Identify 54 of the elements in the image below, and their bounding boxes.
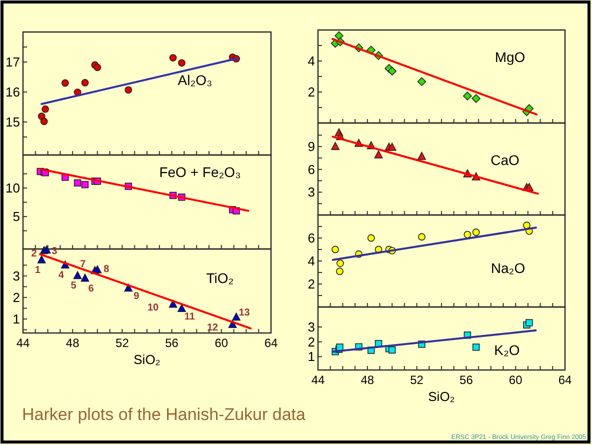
- y-tick-label: 5: [12, 209, 20, 224]
- y-tick-label: 6: [308, 230, 315, 246]
- annotation: 5: [70, 280, 77, 292]
- x-tick-label: 48: [66, 336, 80, 350]
- text: K₂O: [494, 342, 520, 358]
- text: CaO: [490, 152, 520, 168]
- x-axis-title: SiO₂: [428, 389, 455, 404]
- y-tick-label: 2: [308, 334, 315, 350]
- annotation: 11: [184, 312, 196, 323]
- text: TiO₂: [206, 270, 234, 286]
- annotation: 2: [31, 248, 38, 260]
- x-tick-label: 44: [16, 336, 30, 350]
- annotation: 8: [104, 264, 110, 275]
- annotation: 12: [206, 322, 219, 334]
- text: Al₂O₃: [178, 72, 212, 88]
- annotation: 9: [134, 291, 140, 302]
- x-tick-label: 52: [116, 336, 130, 350]
- y-tick-label: 10: [6, 180, 20, 196]
- annotation: 7: [80, 258, 86, 270]
- y-tick-label: 16: [6, 84, 20, 100]
- annotation: 3: [52, 246, 58, 258]
- annotation: 6: [88, 283, 94, 294]
- y-tick-label: 4: [308, 254, 315, 268]
- y-tick-label: 2: [308, 84, 315, 100]
- annotation: 4: [58, 270, 64, 282]
- annotation: 10: [147, 302, 160, 314]
- x-tick-label: 60: [214, 336, 228, 350]
- y-tick-label: 2: [12, 290, 20, 305]
- y-tick-label: 2: [308, 276, 315, 292]
- y-tick-label: 4: [308, 54, 315, 68]
- x-tick-label: 56: [165, 336, 179, 350]
- x-tick-label: 48: [360, 373, 374, 387]
- x-tick-label: 56: [460, 373, 474, 387]
- text: Harker plots of the Hanish-Zukur data: [22, 405, 306, 424]
- y-tick-label: 6: [308, 162, 315, 177]
- annotation: 1: [34, 264, 41, 276]
- y-tick-label: 1: [308, 349, 315, 364]
- x-tick-label: 64: [558, 373, 572, 387]
- y-tick-label: 3: [308, 320, 315, 335]
- annotation: 13: [238, 307, 250, 318]
- y-tick-label: 1: [12, 312, 20, 326]
- x-tick-label: 52: [410, 373, 424, 387]
- y-tick-label: 3: [308, 184, 315, 200]
- y-tick-label: 9: [308, 139, 315, 154]
- x-tick-label: 60: [508, 373, 523, 387]
- text: FeO + Fe₂O₃: [159, 164, 241, 180]
- y-tick-label: 17: [6, 54, 20, 70]
- y-tick-label: 15: [6, 114, 20, 130]
- text: Na₂O: [490, 260, 526, 276]
- text: MgO: [494, 49, 526, 65]
- x-tick-label: 64: [264, 336, 278, 350]
- y-tick-label: 3: [12, 268, 20, 284]
- x-axis-title: SiO₂: [134, 352, 160, 367]
- x-tick-label: 44: [311, 373, 325, 387]
